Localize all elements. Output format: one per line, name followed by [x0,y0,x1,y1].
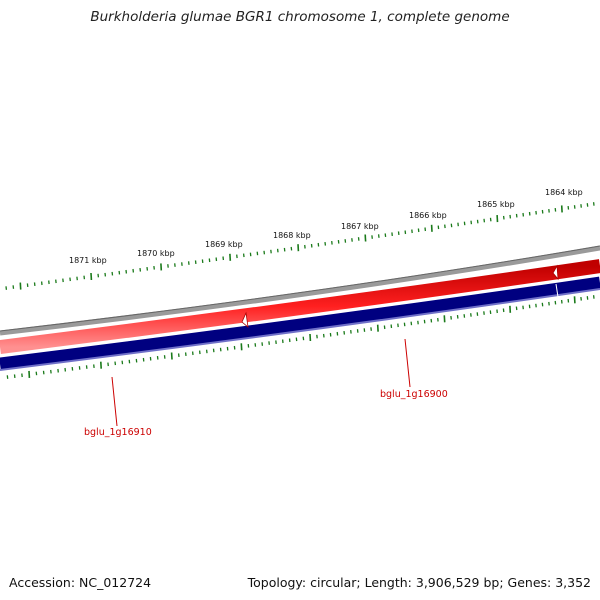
scale-label: 1867 kbp [341,222,379,231]
scale-label: 1869 kbp [205,240,243,249]
gene-boundary-arrow [241,311,249,328]
gene-label: bglu_1g16910 [84,427,152,438]
scale-label: 1864 kbp [545,188,583,197]
genome-summary: Topology: circular; Length: 3,906,529 bp… [247,575,591,590]
gene-boundary-arrow [552,264,559,281]
scale-ticks-outer [5,202,595,290]
map-title: Burkholderia glumae BGR1 chromosome 1, c… [90,9,510,25]
gene-label: bglu_1g16900 [380,389,448,400]
forward-gene-track [0,259,600,354]
scale-label: 1865 kbp [477,200,515,209]
gene-boundary-line [555,283,559,298]
scale-label: 1870 kbp [137,249,175,258]
scale-label: 1866 kbp [409,211,447,220]
gene-callout-line [111,376,118,427]
reverse-gene-track [0,276,600,371]
backbone-track [0,245,600,336]
scale-label: 1871 kbp [69,256,107,265]
scale-ticks-inner [6,295,595,379]
gene-callout-line [404,338,411,388]
scale-label: 1868 kbp [273,231,311,240]
accession-text: Accession: NC_012724 [9,575,152,590]
